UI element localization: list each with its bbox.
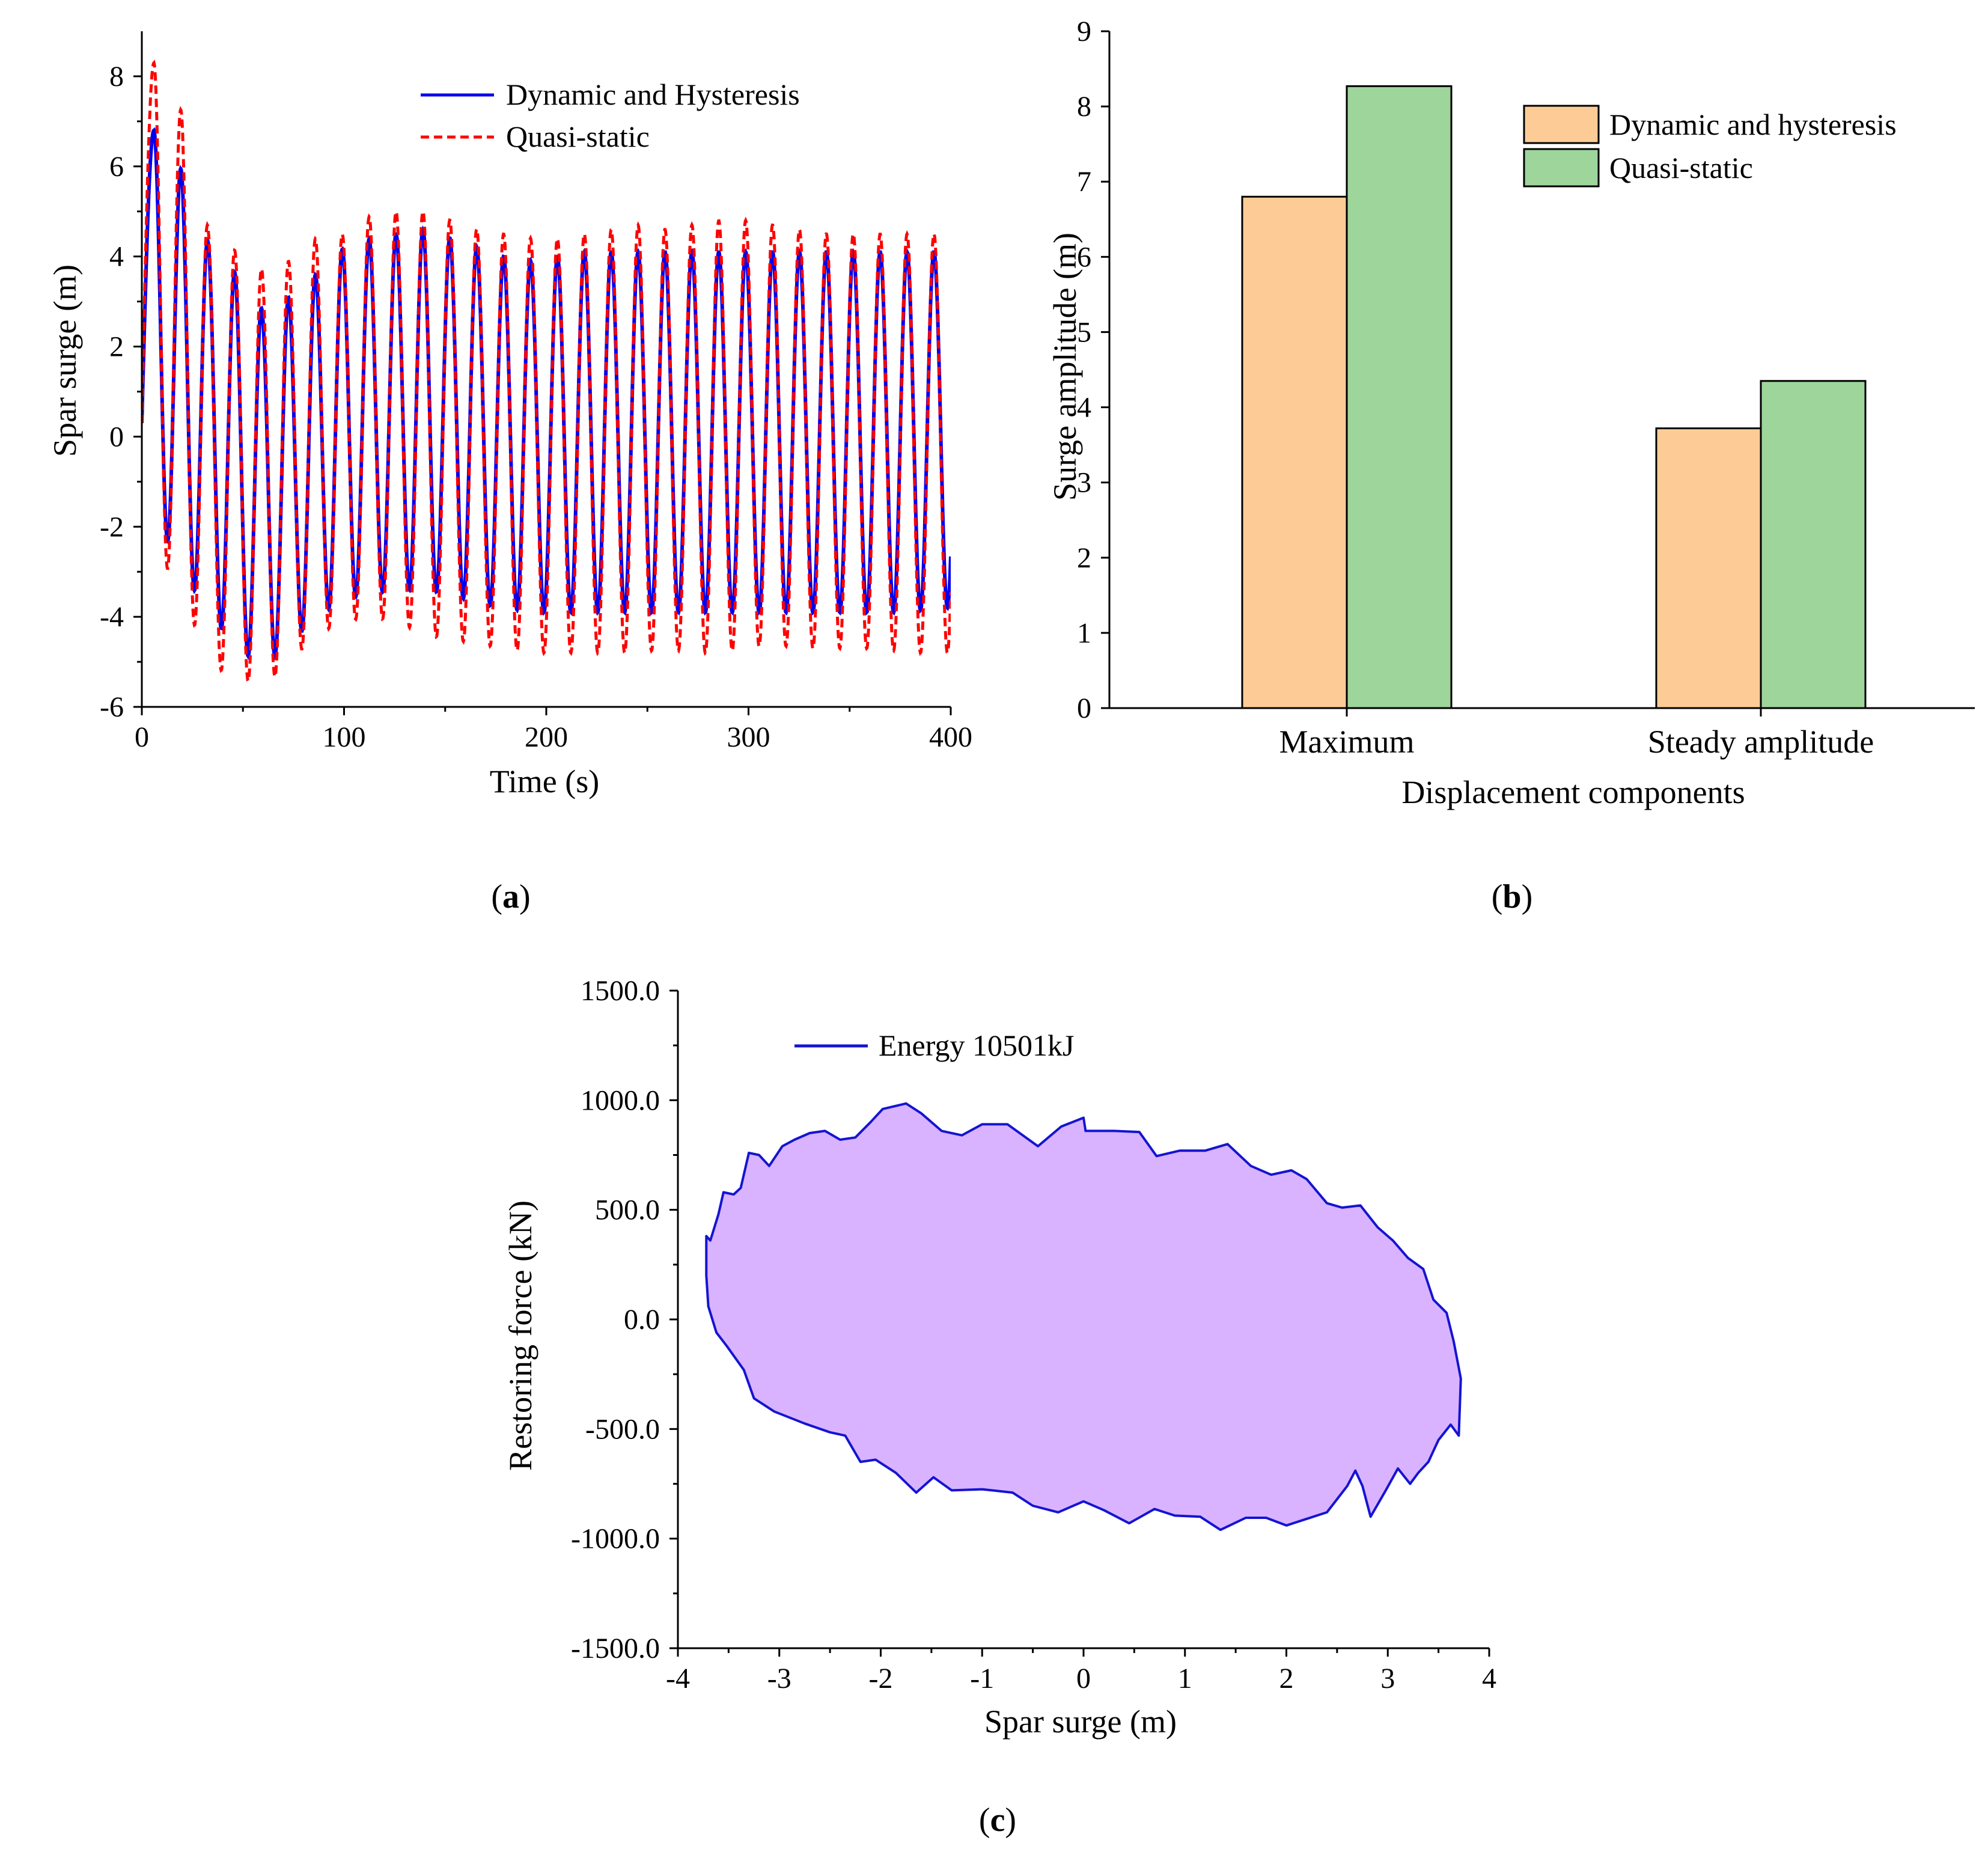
legend-label-quasi-bar: Quasi-static: [1609, 151, 1753, 185]
panel-label-a: (a): [491, 878, 530, 915]
chart-b-ytick-label: 9: [1077, 16, 1091, 47]
chart-c-xtick-label: 0: [1076, 1663, 1091, 1694]
chart-b-xlabel: Displacement components: [1401, 774, 1745, 810]
chart-c-xtick-label: -2: [869, 1663, 893, 1694]
chart-b-ytick-label: 4: [1077, 392, 1091, 424]
chart-b-ytick-label: 8: [1077, 91, 1091, 123]
chart-a-ytick-label: 0: [109, 421, 124, 453]
chart-a-xlabel: Time (s): [490, 763, 600, 799]
chart-b-ytick-label: 1: [1077, 617, 1091, 649]
legend-label-dynamic: Dynamic and Hysteresis: [506, 78, 800, 111]
chart-c-ytick-label: 500.0: [595, 1194, 660, 1226]
chart-a-ytick-label: 8: [109, 61, 124, 93]
chart-c-ytick-label: 1000.0: [581, 1084, 660, 1116]
panel-label-b: (b): [1492, 878, 1532, 915]
chart-c-ytick-label: 0.0: [624, 1304, 660, 1336]
chart-a: 0 100 200 300 400 -6 -4 -2 0 2 4 6 8 Time (s) Spar s…: [47, 31, 972, 915]
chart-c: -4 -3 -2 -1 0 1 2 3 4 1500.0 1000.0 500.0 0.0 -500.0 -…: [502, 975, 1496, 1839]
chart-a-xtick-label: 0: [135, 721, 149, 753]
chart-a-plot-area: [142, 60, 951, 685]
chart-a-ytick-label: 4: [109, 241, 124, 273]
chart-a-ytick-label: -2: [100, 511, 124, 543]
chart-b: 0 1 2 3 4 5 6 7 8 9 Maximum Steady amplitude Disp…: [1047, 16, 1975, 915]
chart-c-plot-area: [705, 1102, 1462, 1532]
chart-c-ytick-label: -1500.0: [571, 1633, 660, 1664]
chart-c-xtick-label: -1: [970, 1663, 994, 1694]
chart-a-xtick-label: 100: [323, 721, 366, 753]
bar-quasi-steady: [1760, 380, 1867, 709]
legend-label-quasi: Quasi-static: [506, 120, 650, 153]
chart-a-ylabel: Spar surge (m): [47, 264, 83, 457]
chart-c-xtick-label: 1: [1178, 1663, 1192, 1694]
energy-loop: [705, 1102, 1462, 1532]
chart-b-ytick-label: 7: [1077, 166, 1091, 198]
legend-swatch-dynamic-bar: [1523, 105, 1600, 144]
chart-b-ytick-label: 0: [1077, 692, 1091, 724]
chart-c-ylabel: Restoring force (kN): [502, 1200, 538, 1471]
chart-c-ytick-label: -500.0: [585, 1413, 660, 1445]
chart-c-ytick-label: 1500.0: [581, 975, 660, 1007]
chart-b-ticks: 0 1 2 3 4 5 6 7 8 9: [1077, 16, 1762, 724]
chart-c-xtick-label: -3: [767, 1663, 791, 1694]
chart-b-xtick-maximum: Maximum: [1279, 724, 1415, 760]
legend-label-dynamic-bar: Dynamic and hysteresis: [1609, 108, 1897, 141]
panel-label-c: (c): [979, 1801, 1016, 1839]
chart-b-ytick-label: 6: [1077, 241, 1091, 273]
chart-b-xtick-steady: Steady amplitude: [1648, 724, 1874, 760]
chart-c-xtick-label: 2: [1279, 1663, 1294, 1694]
chart-b-ytick-label: 3: [1077, 467, 1091, 499]
chart-b-axes: [1108, 31, 1975, 709]
chart-a-xtick-label: 200: [525, 721, 568, 753]
bar-quasi-maximum: [1346, 85, 1453, 709]
chart-c-xtick-label: -4: [666, 1663, 690, 1694]
chart-c-ticks: -4 -3 -2 -1 0 1 2 3 4 1500.0 1000.0 500.0 0.0 -500.0 -…: [571, 975, 1496, 1694]
chart-c-xtick-label: 3: [1380, 1663, 1395, 1694]
chart-c-xtick-label: 4: [1482, 1663, 1496, 1694]
chart-a-xtick-label: 400: [929, 721, 972, 753]
chart-a-ytick-label: 6: [109, 151, 124, 183]
legend-swatch-quasi-bar: [1523, 148, 1600, 188]
chart-a-xtick-label: 300: [727, 721, 770, 753]
chart-a-ytick-label: 2: [109, 331, 124, 363]
legend-label-energy: Energy 10501kJ: [879, 1028, 1074, 1062]
chart-c-legend: Energy 10501kJ: [794, 1028, 1074, 1062]
bar-dynamic-maximum: [1241, 195, 1348, 709]
chart-c-ytick-label: -1000.0: [571, 1523, 660, 1555]
chart-b-ylabel: Surge amplitude (m): [1047, 233, 1083, 501]
chart-c-xlabel: Spar surge (m): [984, 1704, 1177, 1740]
series-quasi-line: [142, 60, 951, 685]
chart-a-ticks: 0 100 200 300 400 -6 -4 -2 0 2 4 6 8: [100, 61, 972, 753]
chart-b-ytick-label: 2: [1077, 542, 1091, 574]
chart-b-legend: Dynamic and hysteresis Quasi-static: [1523, 105, 1897, 188]
chart-b-ytick-label: 5: [1077, 316, 1091, 348]
chart-a-legend: Dynamic and Hysteresis Quasi-static: [421, 78, 800, 153]
chart-a-ytick-label: -4: [100, 601, 124, 633]
chart-b-bars: [1241, 85, 1867, 709]
bar-dynamic-steady: [1655, 427, 1762, 709]
chart-a-ytick-label: -6: [100, 691, 124, 723]
